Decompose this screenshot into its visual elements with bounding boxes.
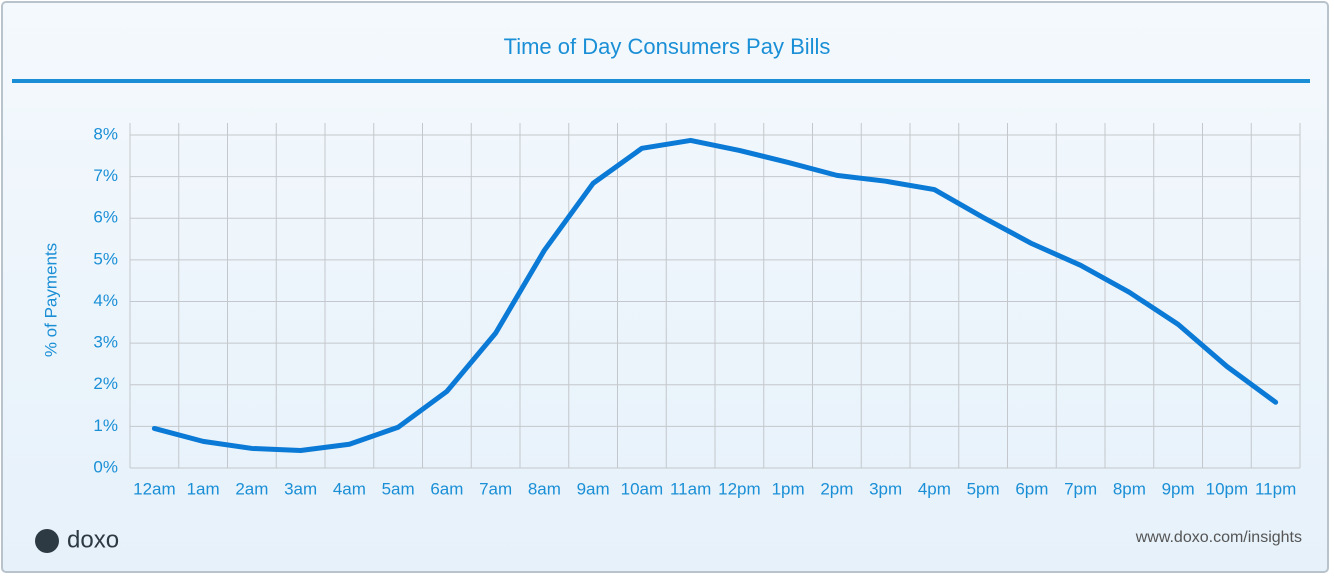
x-tick-label: 9pm xyxy=(1162,479,1195,498)
x-tick-label: 9am xyxy=(577,479,610,498)
x-tick-label: 12am xyxy=(133,479,176,498)
x-tick-label: 11am xyxy=(670,479,711,498)
x-tick-label: 1am xyxy=(187,479,220,498)
x-tick-label: 8am xyxy=(528,479,561,498)
x-tick-label: 10am xyxy=(621,479,664,498)
y-tick-label: 6% xyxy=(93,208,118,227)
x-tick-label: 7am xyxy=(479,479,512,498)
x-tick-label: 12pm xyxy=(718,479,761,498)
x-tick-label: 10pm xyxy=(1206,479,1249,498)
x-tick-label: 3am xyxy=(284,479,317,498)
x-tick-label: 5pm xyxy=(967,479,1000,498)
y-tick-label: 4% xyxy=(93,291,118,310)
y-tick-label: 8% xyxy=(93,124,118,143)
card xyxy=(1,1,1329,573)
logo-icon xyxy=(35,529,59,553)
x-tick-label: 3pm xyxy=(869,479,902,498)
logo: doxo xyxy=(35,526,119,553)
x-tick-label: 2am xyxy=(235,479,268,498)
y-tick-label: 0% xyxy=(93,457,118,476)
x-tick-label: 11pm xyxy=(1255,479,1296,498)
x-tick-label: 5am xyxy=(382,479,415,498)
x-tick-label: 6pm xyxy=(1015,479,1048,498)
source: www.doxo.com/insights xyxy=(1135,529,1302,546)
y-tick-label: 2% xyxy=(93,374,118,393)
x-tick-label: 2pm xyxy=(820,479,853,498)
x-tick-label: 7pm xyxy=(1064,479,1097,498)
x-tick-label: 1pm xyxy=(772,479,805,498)
y-axis-label: % of Payments xyxy=(41,243,60,357)
chart-title: Time of Day Consumers Pay Bills xyxy=(504,34,831,59)
y-tick-label: 5% xyxy=(93,249,118,268)
logo-text: doxo xyxy=(67,526,119,553)
y-tick-label: 3% xyxy=(93,333,118,352)
y-tick-label: 1% xyxy=(93,416,118,435)
data-line xyxy=(151,137,1279,454)
x-tick-label: 4am xyxy=(333,479,366,498)
y-tick-label: 7% xyxy=(93,166,118,185)
x-tick-label: 8pm xyxy=(1113,479,1146,498)
x-tick-label: 4pm xyxy=(918,479,951,498)
x-tick-label: 6am xyxy=(430,479,463,498)
